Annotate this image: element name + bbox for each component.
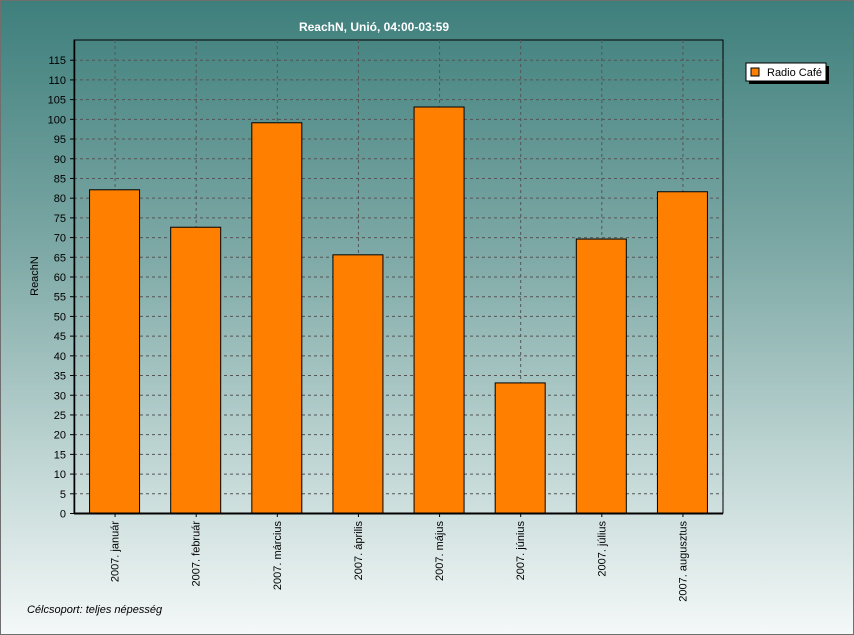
y-tick-label: 115 [48, 55, 66, 67]
y-tick-label: 5 [60, 489, 66, 501]
legend-label: Radio Café [767, 67, 822, 79]
bar [656, 191, 708, 514]
legend: Radio Café [745, 62, 829, 84]
x-tick-label: 2007. január [110, 521, 122, 582]
bar [332, 254, 384, 514]
legend-swatch [750, 67, 760, 77]
x-tick-label: 2007. február [191, 521, 203, 587]
y-tick-label: 85 [54, 173, 66, 185]
y-tick-label: 30 [54, 390, 66, 402]
y-tick-label: 105 [48, 95, 66, 107]
bar [251, 122, 303, 514]
y-tick-label: 20 [54, 430, 66, 442]
y-tick-label: 45 [54, 331, 66, 343]
y-tick-label: 80 [54, 193, 66, 205]
x-tick-label: 2007. június [515, 521, 527, 581]
y-tick-label: 95 [54, 134, 66, 146]
bar [575, 238, 627, 514]
y-tick-label: 0 [60, 509, 66, 521]
bar [413, 106, 465, 514]
y-tick-label: 40 [54, 351, 66, 363]
y-tick-label: 10 [54, 469, 66, 481]
x-tick-label: 2007. április [353, 521, 365, 581]
y-tick-label: 55 [54, 292, 66, 304]
legend-box [745, 62, 827, 82]
y-tick-label: 90 [54, 154, 66, 166]
bar [494, 382, 546, 514]
x-tick-label: 2007. július [596, 521, 608, 577]
y-tick-label: 70 [54, 233, 66, 245]
y-tick-label: 100 [48, 114, 66, 126]
y-tick-label: 35 [54, 371, 66, 383]
x-tick-label: 2007. augusztus [677, 521, 689, 602]
x-tick-label: 2007. május [434, 521, 446, 581]
bar [89, 189, 141, 514]
y-tick-label: 65 [54, 252, 66, 264]
x-tick-label: 2007. március [272, 521, 284, 591]
y-tick-label: 110 [48, 75, 66, 87]
footnote: Célcsoport: teljes népesség [27, 604, 163, 616]
y-tick-label: 25 [54, 410, 66, 422]
y-axis-title: ReachN [29, 256, 41, 296]
bar [170, 226, 222, 514]
plot-area: 0 5 10 15 20 25 30 35 40 45 50 55 60 65 70 75 80 85 90 95 10… [48, 39, 724, 602]
y-tick-label: 50 [54, 311, 66, 323]
chart-title: ReachN, Unió, 04:00-03:59 [299, 20, 449, 34]
y-tick-label: 60 [54, 272, 66, 284]
y-tick-label: 15 [54, 449, 66, 461]
y-tick-label: 75 [54, 213, 66, 225]
